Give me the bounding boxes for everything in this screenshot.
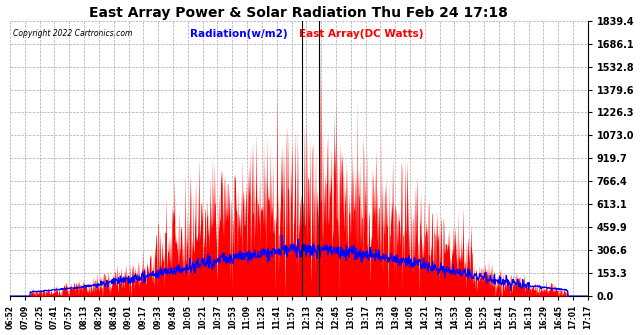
Text: East Array(DC Watts): East Array(DC Watts) xyxy=(299,29,424,39)
Text: Copyright 2022 Cartronics.com: Copyright 2022 Cartronics.com xyxy=(13,29,132,38)
Title: East Array Power & Solar Radiation Thu Feb 24 17:18: East Array Power & Solar Radiation Thu F… xyxy=(90,6,508,19)
Text: Radiation(w/m2): Radiation(w/m2) xyxy=(189,29,287,39)
